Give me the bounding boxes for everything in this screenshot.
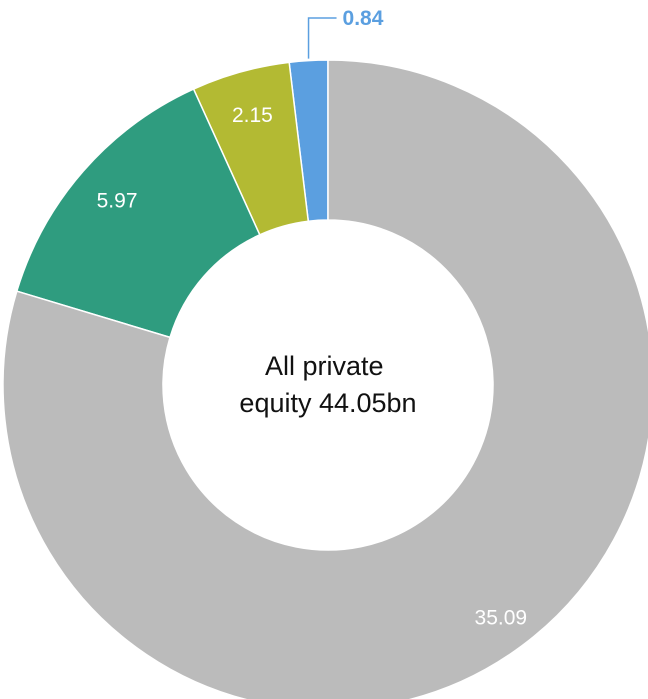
slice-label-3: 35.09 bbox=[475, 607, 528, 630]
leader-lines bbox=[307, 17, 337, 59]
slice-label-0: 0.84 bbox=[343, 7, 384, 30]
center-label-line-1: All private bbox=[265, 351, 384, 381]
slice-label-2: 5.97 bbox=[97, 190, 138, 213]
donut-slices bbox=[2, 59, 648, 699]
slice-label-1: 2.15 bbox=[232, 104, 273, 127]
slice-labels: 0.84 2.15 5.97 35.09 bbox=[97, 7, 527, 630]
leader-line-0 bbox=[307, 17, 337, 59]
donut-hole bbox=[163, 220, 493, 550]
center-label: All private equity 44.05bn bbox=[239, 351, 416, 418]
center-label-line-2: equity 44.05bn bbox=[239, 388, 416, 418]
